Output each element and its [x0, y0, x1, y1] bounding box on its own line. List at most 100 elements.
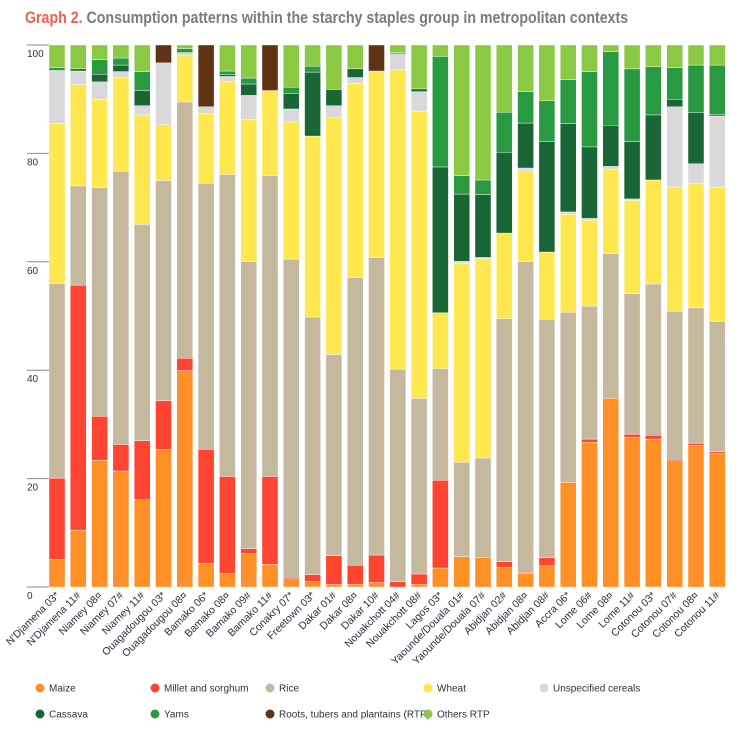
bar-segment [517, 44, 534, 92]
legend-swatch [150, 709, 160, 719]
bar-segment [538, 251, 556, 320]
bar-segment [389, 44, 406, 53]
bar-segment [410, 573, 428, 585]
bar-segment [283, 578, 300, 588]
legend-label: Roots, tubers and plantains (RTP) [279, 710, 430, 721]
bar-segment [283, 258, 300, 578]
bar-segment [666, 186, 683, 312]
legend-item: Cassava [35, 709, 88, 721]
legend-item: Others RTP [423, 709, 490, 721]
legend-label: Others RTP [437, 710, 490, 721]
bar-segment [709, 115, 726, 188]
y-tick-label: 40 [27, 374, 39, 385]
bar-segment [453, 462, 470, 557]
bar-segment [325, 116, 343, 355]
bar-segment [48, 477, 66, 560]
bar-segment [517, 167, 534, 171]
bar-segment [325, 354, 343, 556]
bar-segment [496, 561, 513, 568]
bar-segment [474, 179, 492, 195]
bar-segment [645, 179, 662, 285]
legend-item: Unspecified cereals [539, 683, 640, 695]
bar-segment [304, 65, 321, 73]
bar-segment [560, 213, 577, 313]
bar-segment [347, 277, 364, 566]
bar-stack [112, 44, 130, 588]
bar-stack [687, 44, 705, 588]
bar-segment [347, 565, 364, 585]
bar-stack [496, 44, 513, 588]
chart-title-lead: Graph 2. [25, 9, 83, 27]
bar-segment [389, 69, 406, 370]
bar-stack [560, 44, 577, 588]
bar-segment [645, 438, 662, 588]
bar-stack [389, 44, 406, 588]
bar-segment [197, 113, 215, 184]
bar-stack [240, 44, 257, 588]
bar-stack [261, 44, 279, 588]
bar-segment [517, 170, 534, 263]
bar-segment [687, 443, 705, 446]
bar-segment [666, 44, 683, 68]
bar-segment [538, 565, 556, 588]
bar-segment [347, 68, 364, 78]
bar-segment [538, 100, 556, 142]
bar-segment [709, 186, 726, 322]
bar-segment [453, 193, 470, 262]
bar-stack [581, 44, 598, 588]
bar-segment [283, 87, 300, 94]
bar-segment [112, 444, 130, 472]
bar-segment [283, 577, 300, 580]
bar-segment [304, 135, 321, 318]
bar-segment [666, 310, 683, 460]
bar-segment [240, 119, 257, 263]
legend-swatch [423, 709, 433, 719]
bar-segment [112, 71, 130, 78]
bar-stack [453, 44, 470, 588]
bar-segment [112, 64, 130, 72]
bar-segment [623, 44, 641, 70]
bar-segment [410, 110, 428, 399]
bar-segment [197, 106, 215, 115]
bar-segment [432, 56, 449, 168]
legend: Maize Millet and sorghum Rice Wheat Unspecif… [35, 683, 640, 721]
bar-segment [91, 74, 108, 83]
chart-title-text: Consumption patterns within the starchy … [86, 9, 629, 27]
bar-segment [474, 194, 492, 258]
bar-segment [602, 398, 619, 588]
y-tick-label: 100 [27, 49, 44, 60]
bar-segment [325, 44, 343, 90]
bar-segment [602, 44, 619, 52]
bar-segment [368, 257, 385, 556]
bar-segment [623, 141, 641, 200]
bars [48, 44, 726, 588]
bar-segment [240, 261, 257, 549]
legend-item: Rice [265, 683, 299, 695]
bar-segment [219, 174, 236, 477]
bar-segment [48, 44, 66, 68]
bar-segment [70, 529, 87, 588]
bar-stack [474, 44, 492, 588]
bar-stack [645, 44, 662, 588]
bar-segment [240, 548, 257, 554]
bar-segment [283, 93, 300, 110]
y-axis: 0 20 40 60 80 100 [27, 44, 49, 602]
legend-item: Maize [35, 683, 76, 695]
bar-segment [325, 89, 343, 106]
bar-segment [48, 70, 66, 124]
bar-stack [91, 44, 108, 588]
bar-segment [91, 416, 108, 461]
legend-swatch [539, 683, 549, 693]
bar-segment [197, 562, 215, 588]
bar-segment [623, 200, 641, 294]
bar-segment [410, 44, 428, 90]
bar-segment [623, 433, 641, 438]
legend-label: Rice [279, 684, 299, 695]
bar-segment [496, 112, 513, 153]
bar-stack [70, 44, 87, 588]
bar-segment [517, 261, 534, 573]
bar-segment [496, 44, 513, 113]
bar-segment [70, 185, 87, 286]
bar-segment [176, 44, 194, 49]
bar-segment [197, 44, 215, 107]
